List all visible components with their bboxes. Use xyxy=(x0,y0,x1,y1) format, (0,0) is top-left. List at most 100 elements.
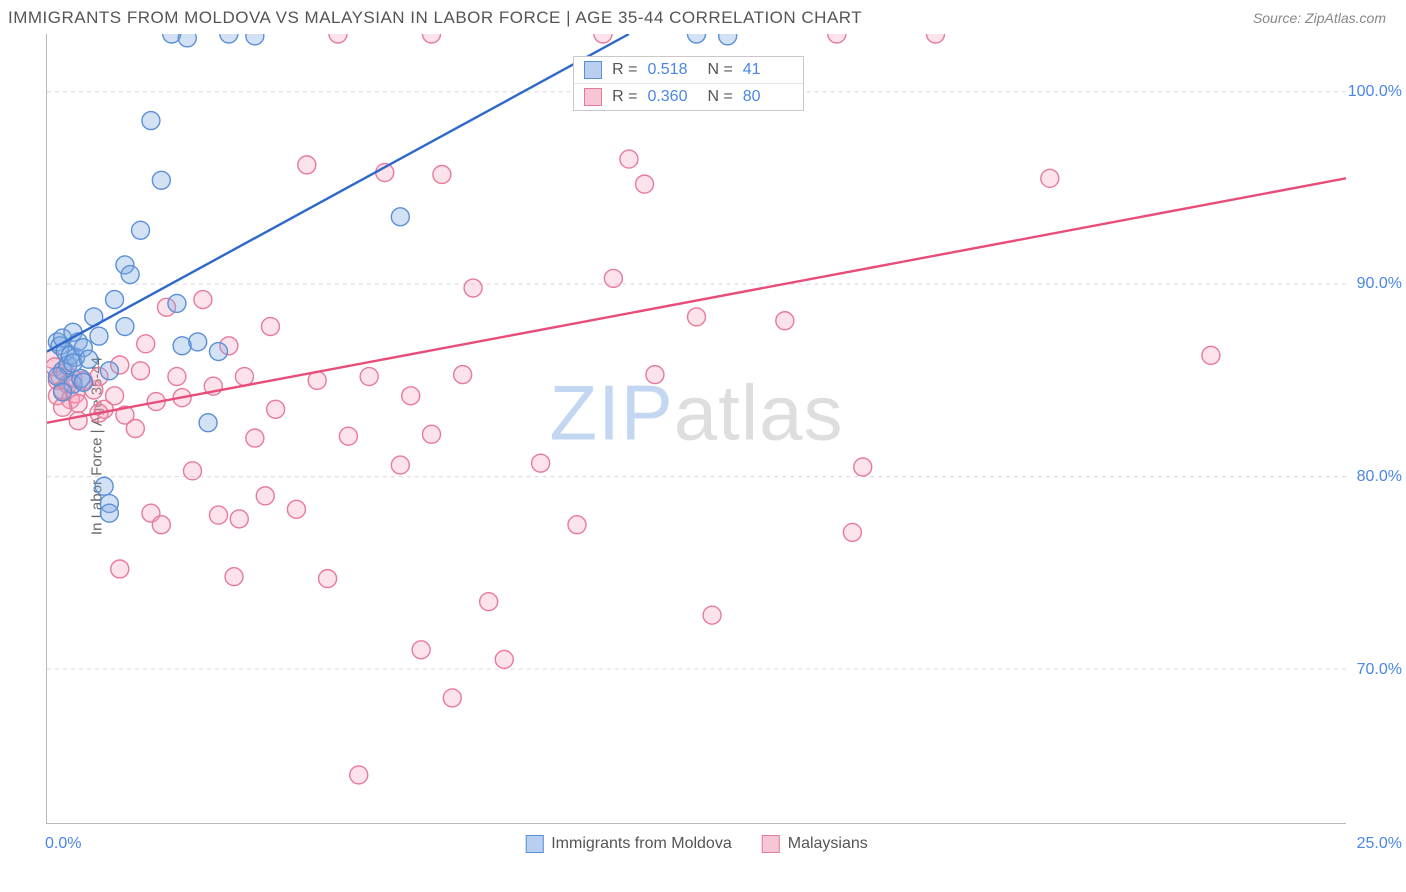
stat-r-value: 0.360 xyxy=(647,88,697,106)
scatter-point xyxy=(256,487,274,505)
scatter-point xyxy=(54,383,72,401)
stat-swatch xyxy=(584,88,602,106)
scatter-point xyxy=(1041,169,1059,187)
scatter-point xyxy=(132,221,150,239)
scatter-point xyxy=(433,165,451,183)
scatter-point xyxy=(267,400,285,418)
scatter-point xyxy=(568,516,586,534)
scatter-point xyxy=(464,279,482,297)
legend-item: Immigrants from Moldova xyxy=(525,835,732,853)
scatter-point xyxy=(261,318,279,336)
scatter-point xyxy=(287,500,305,518)
chart-title: IMMIGRANTS FROM MOLDOVA VS MALAYSIAN IN … xyxy=(8,8,862,28)
plot-area: ZIPatlas R = 0.518N = 41R = 0.360N = 80 … xyxy=(46,34,1346,824)
scatter-point xyxy=(412,641,430,659)
scatter-point xyxy=(199,414,217,432)
scatter-point xyxy=(1202,346,1220,364)
scatter-point xyxy=(168,368,186,386)
scatter-point xyxy=(126,420,144,438)
scatter-point xyxy=(828,34,846,43)
scatter-point xyxy=(719,34,737,45)
legend-swatch xyxy=(525,835,543,853)
scatter-point xyxy=(183,462,201,480)
scatter-point xyxy=(137,335,155,353)
stat-r-value: 0.518 xyxy=(647,61,697,79)
stat-swatch xyxy=(584,61,602,79)
scatter-point xyxy=(402,387,420,405)
x-tick-max: 25.0% xyxy=(1357,835,1402,853)
scatter-point xyxy=(235,368,253,386)
scatter-point xyxy=(106,291,124,309)
scatter-point xyxy=(209,506,227,524)
legend-swatch xyxy=(762,835,780,853)
scatter-point xyxy=(132,362,150,380)
y-tick-label: 70.0% xyxy=(1357,661,1402,679)
scatter-point xyxy=(360,368,378,386)
stat-n-value: 80 xyxy=(743,88,793,106)
scatter-point xyxy=(111,560,129,578)
scatter-point xyxy=(843,523,861,541)
scatter-point xyxy=(443,689,461,707)
bottom-legend: Immigrants from Moldova Malaysians xyxy=(525,835,868,853)
scatter-point xyxy=(454,366,472,384)
y-tick-label: 80.0% xyxy=(1357,468,1402,486)
scatter-point xyxy=(168,294,186,312)
scatter-point xyxy=(225,568,243,586)
scatter-point xyxy=(246,34,264,45)
scatter-point xyxy=(173,337,191,355)
scatter-point xyxy=(298,156,316,174)
scatter-point xyxy=(220,34,238,43)
stat-n-value: 41 xyxy=(743,61,793,79)
scatter-point xyxy=(480,593,498,611)
scatter-point xyxy=(604,269,622,287)
scatter-point xyxy=(350,766,368,784)
scatter-point xyxy=(854,458,872,476)
scatter-point xyxy=(80,350,98,368)
stat-n-label: N = xyxy=(707,88,732,106)
scatter-point xyxy=(703,606,721,624)
scatter-point xyxy=(90,327,108,345)
scatter-point xyxy=(339,427,357,445)
stat-r-label: R = xyxy=(612,88,637,106)
scatter-point xyxy=(646,366,664,384)
scatter-point xyxy=(423,34,441,43)
scatter-point xyxy=(246,429,264,447)
stat-r-label: R = xyxy=(612,61,637,79)
scatter-point xyxy=(209,343,227,361)
scatter-point xyxy=(152,516,170,534)
scatter-point xyxy=(121,266,139,284)
scatter-point xyxy=(636,175,654,193)
scatter-point xyxy=(74,373,92,391)
scatter-point xyxy=(95,477,113,495)
scatter-point xyxy=(688,308,706,326)
scatter-point xyxy=(423,425,441,443)
legend-label: Malaysians xyxy=(788,835,868,853)
scatter-point xyxy=(319,570,337,588)
scatter-point xyxy=(594,34,612,43)
trend-line xyxy=(47,34,629,352)
scatter-point xyxy=(927,34,945,43)
scatter-point xyxy=(106,387,124,405)
scatter-point xyxy=(142,112,160,130)
scatter-point xyxy=(100,504,118,522)
scatter-point xyxy=(116,318,134,336)
source-label: Source: ZipAtlas.com xyxy=(1253,10,1386,26)
correlation-stat-box: R = 0.518 N = 41 R = 0.360 N = 80 xyxy=(573,56,804,111)
scatter-point xyxy=(230,510,248,528)
stat-row: R = 0.360 N = 80 xyxy=(574,83,803,110)
trend-line xyxy=(47,178,1346,422)
scatter-point xyxy=(620,150,638,168)
scatter-point xyxy=(391,208,409,226)
scatter-point xyxy=(194,291,212,309)
y-tick-label: 100.0% xyxy=(1348,83,1402,101)
legend-item: Malaysians xyxy=(762,835,868,853)
scatter-point xyxy=(495,650,513,668)
scatter-point xyxy=(776,312,794,330)
scatter-point xyxy=(329,34,347,43)
x-tick-min: 0.0% xyxy=(45,835,81,853)
legend-label: Immigrants from Moldova xyxy=(551,835,732,853)
stat-n-label: N = xyxy=(707,61,732,79)
scatter-svg xyxy=(47,34,1346,823)
scatter-point xyxy=(178,34,196,47)
scatter-point xyxy=(152,171,170,189)
